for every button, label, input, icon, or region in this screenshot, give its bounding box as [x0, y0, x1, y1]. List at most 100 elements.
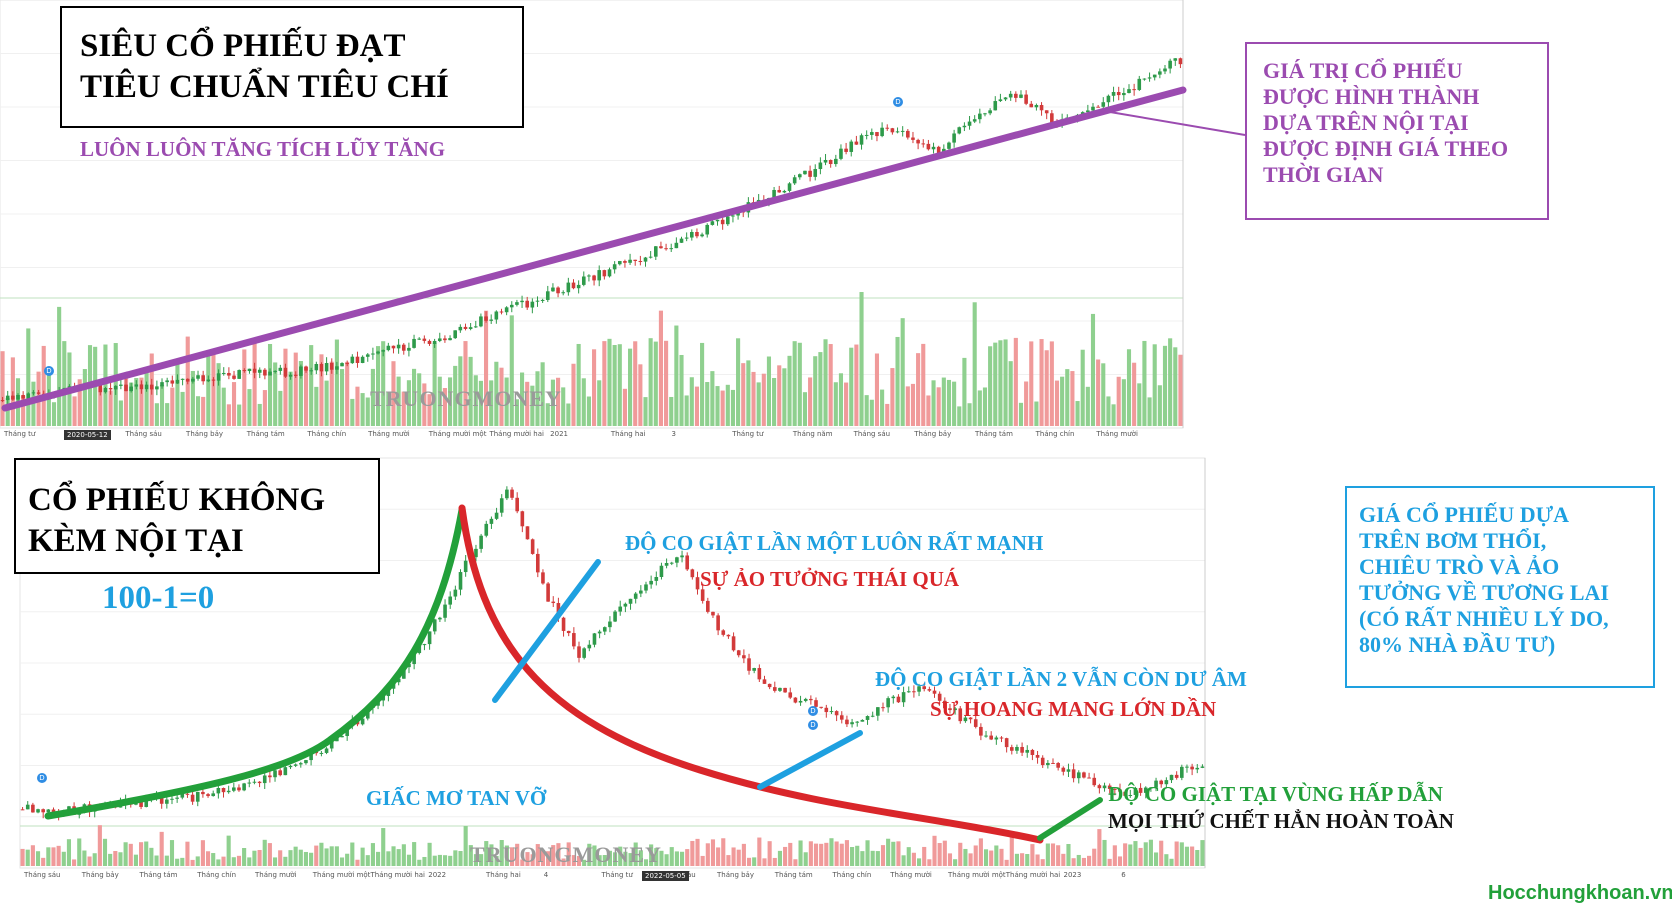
candle-body: [844, 148, 848, 152]
volume-bar: [1049, 341, 1054, 426]
volume-bar: [1003, 339, 1008, 426]
volume-bar: [41, 857, 46, 866]
volume-bar: [25, 849, 30, 866]
volume-bar: [180, 857, 185, 866]
candle-body: [828, 159, 833, 165]
candle-body: [175, 379, 180, 384]
candle-body: [571, 282, 576, 289]
volume-bar: [808, 841, 813, 866]
volume-bar: [813, 356, 818, 426]
volume-bar: [1081, 857, 1086, 866]
candle-body: [818, 162, 823, 170]
volume-bar: [530, 854, 535, 866]
candle-body: [185, 378, 190, 382]
volume-bar: [195, 856, 200, 866]
volume-bar: [946, 379, 952, 426]
volume-bar: [479, 854, 484, 866]
volume-bar: [62, 341, 67, 426]
candle-body: [978, 113, 982, 120]
bottom-title-line2: KÈM NỘI TẠI: [28, 523, 244, 560]
candle-body: [721, 630, 726, 635]
candle-body: [1020, 746, 1024, 753]
candle-body: [453, 589, 458, 597]
candle-body: [26, 393, 31, 399]
candle-body: [968, 717, 973, 720]
candle-body: [1174, 774, 1179, 778]
candle-body: [288, 765, 293, 768]
candle-body: [396, 678, 401, 683]
candle-body: [247, 782, 252, 784]
x-tick-label: Tháng mười một: [948, 871, 1006, 879]
volume-bar: [427, 842, 432, 866]
candle-body: [577, 646, 581, 658]
candle-body: [278, 367, 283, 371]
volume-bar: [1071, 858, 1076, 866]
candle-body: [391, 345, 396, 349]
volume-bar: [824, 842, 829, 866]
volume-bar: [1106, 396, 1111, 426]
volume-bar: [802, 392, 808, 426]
volume-bar: [1004, 859, 1009, 866]
bottom-note-line6: 80% NHÀ ĐẦU TƯ): [1359, 632, 1556, 657]
candle-body: [617, 261, 622, 265]
candle-body: [484, 316, 488, 321]
volume-bar: [556, 843, 561, 866]
candle-body: [257, 369, 262, 373]
volume-bar: [509, 847, 515, 866]
top-note-box: GIÁ TRỊ CỔ PHIẾU ĐƯỢC HÌNH THÀNH DỰA TRÊ…: [1245, 42, 1549, 220]
volume-bar: [793, 859, 798, 866]
candle-body: [643, 257, 648, 262]
candle-body: [854, 141, 859, 145]
volume-bar: [468, 356, 473, 426]
candle-body: [993, 101, 998, 111]
volume-bar: [1159, 840, 1164, 866]
volume-bar: [983, 849, 989, 866]
candle-body: [283, 767, 288, 776]
candle-body: [540, 299, 545, 301]
candle-body: [340, 735, 344, 738]
x-tick-label: Tháng tư: [601, 871, 633, 879]
candle-body: [0, 400, 5, 402]
candle-body: [216, 788, 221, 794]
candle-body: [381, 696, 386, 701]
x-tick-label: Tháng mười một: [428, 430, 487, 438]
volume-bar: [262, 839, 267, 866]
bottom-dividend-marker-3[interactable]: D: [808, 720, 818, 730]
top-dividend-marker[interactable]: D: [44, 366, 54, 376]
footer-site[interactable]: Hocchungkhoan.vn: [1488, 882, 1672, 904]
candle-body: [839, 148, 843, 159]
volume-bar: [442, 855, 448, 866]
candle-body: [401, 344, 406, 351]
top-dividend-marker-2[interactable]: D: [893, 97, 903, 107]
x-tick-label: Tháng sáu: [125, 430, 162, 438]
candle-body: [211, 793, 216, 797]
volume-bar: [705, 382, 710, 426]
bottom-dividend-marker[interactable]: D: [37, 773, 47, 783]
volume-bar: [1101, 363, 1106, 426]
volume-bar: [272, 857, 278, 866]
volume-bar: [1123, 843, 1128, 866]
volume-bar: [963, 848, 968, 866]
candle-body: [1185, 766, 1189, 768]
candle-body: [1138, 787, 1143, 793]
candle-body: [772, 189, 776, 199]
volume-bar: [910, 383, 916, 426]
candle-body: [1066, 769, 1071, 772]
volume-bar: [118, 400, 123, 426]
volume-bar: [134, 378, 139, 426]
volume-bar: [978, 838, 983, 866]
candle-body: [623, 603, 628, 607]
volume-bar: [613, 852, 618, 866]
bottom-dividend-marker-2[interactable]: D: [808, 706, 818, 716]
bottom-title-box: CỔ PHIẾU KHÔNG KÈM NỘI TẠI: [14, 458, 380, 574]
volume-bar: [931, 380, 936, 426]
volume-bar: [1039, 339, 1044, 426]
volume-bar: [200, 840, 205, 866]
volume-bar: [993, 342, 998, 426]
x-tick-label: Tháng năm: [792, 430, 833, 438]
volume-bar: [427, 394, 432, 426]
top-trend-line: [1, 86, 1187, 412]
candle-body: [149, 384, 154, 390]
candle-body: [860, 719, 865, 722]
volume-bar: [927, 859, 932, 866]
